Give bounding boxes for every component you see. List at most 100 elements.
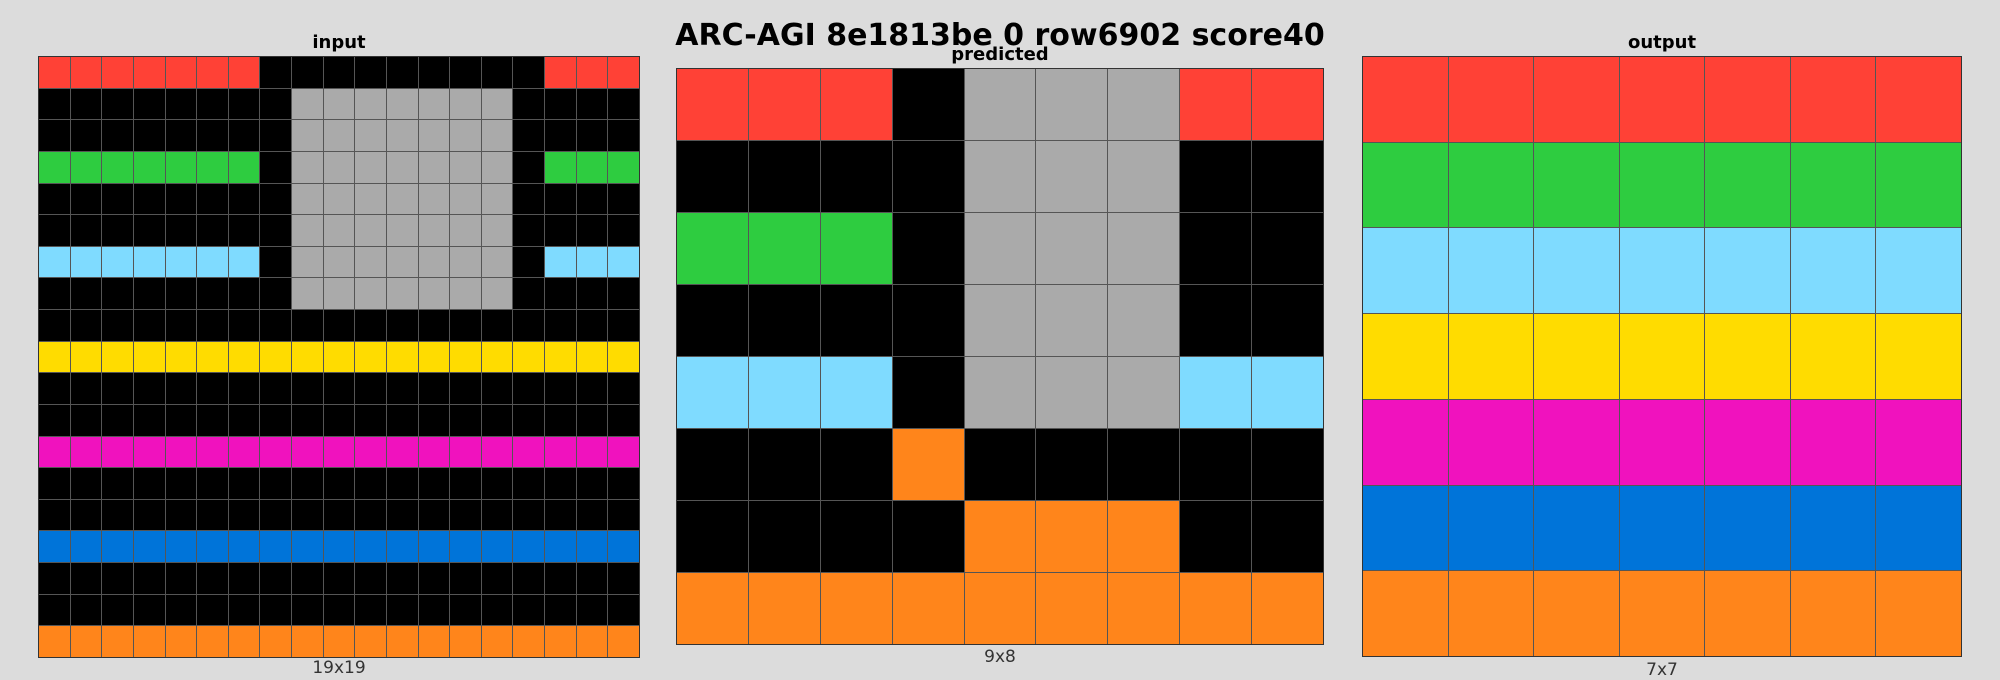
input-cell	[260, 563, 292, 594]
predicted-cell	[820, 141, 892, 212]
input-cell	[355, 404, 386, 436]
input-cell	[228, 468, 260, 499]
predicted-cell	[1036, 213, 1108, 284]
predicted-cell	[1036, 573, 1108, 644]
input-cell	[386, 594, 418, 626]
predicted-cell	[1252, 429, 1323, 500]
output-cell	[1876, 571, 1961, 656]
input-cell	[165, 373, 197, 404]
input-cell	[197, 468, 228, 499]
input-cell	[260, 151, 292, 183]
predicted-cell	[964, 141, 1036, 212]
input-cell	[228, 436, 260, 468]
input-cell	[481, 626, 513, 657]
input-cell	[70, 183, 102, 215]
input-cell	[608, 468, 639, 499]
input-cell	[102, 183, 133, 215]
input-cell	[608, 404, 639, 436]
input-cell	[576, 57, 608, 88]
input-cell	[39, 88, 70, 120]
input-cell	[102, 88, 133, 120]
input-cell	[292, 626, 323, 657]
input-cell	[102, 563, 133, 594]
input-cell	[39, 531, 70, 563]
input-cell	[355, 278, 386, 310]
input-cell	[386, 404, 418, 436]
input-cell	[39, 215, 70, 246]
predicted-cell	[964, 357, 1036, 428]
input-cell	[323, 88, 355, 120]
input-cell	[576, 120, 608, 151]
input-cell	[165, 563, 197, 594]
input-cell	[323, 278, 355, 310]
input-cell	[165, 151, 197, 183]
input-cell	[481, 215, 513, 246]
input-cell	[292, 404, 323, 436]
input-cell	[228, 531, 260, 563]
input-cell	[165, 341, 197, 373]
input-cell	[545, 436, 576, 468]
input-cell	[576, 278, 608, 310]
input-cell	[576, 531, 608, 563]
output-cell	[1619, 57, 1705, 142]
input-cell	[608, 246, 639, 278]
output-grid-size-caption: 7x7	[1646, 660, 1678, 680]
input-cell	[133, 151, 165, 183]
input-cell	[292, 278, 323, 310]
predicted-cell	[1252, 285, 1323, 356]
input-cell	[355, 626, 386, 657]
output-cell	[1790, 571, 1876, 656]
output-cell	[1448, 57, 1534, 142]
input-cell	[355, 246, 386, 278]
input-cell	[608, 183, 639, 215]
input-cell	[323, 151, 355, 183]
input-cell	[70, 120, 102, 151]
input-cell	[102, 373, 133, 404]
input-cell	[197, 151, 228, 183]
input-cell	[450, 531, 481, 563]
output-cell	[1363, 485, 1448, 571]
input-cell	[450, 246, 481, 278]
output-cell	[1534, 399, 1619, 485]
predicted-cell	[1180, 357, 1252, 428]
predicted-cell	[1036, 429, 1108, 500]
input-cell	[513, 151, 545, 183]
input-cell	[386, 499, 418, 531]
input-cell	[260, 120, 292, 151]
input-cell	[292, 499, 323, 531]
input-cell	[608, 626, 639, 657]
input-cell	[260, 626, 292, 657]
input-cell	[260, 310, 292, 341]
predicted-cell	[748, 141, 820, 212]
predicted-cell	[677, 285, 748, 356]
input-cell	[513, 246, 545, 278]
input-cell	[197, 373, 228, 404]
input-cell	[418, 341, 450, 373]
input-cell	[481, 120, 513, 151]
input-cell	[355, 563, 386, 594]
input-cell	[481, 531, 513, 563]
input-cell	[450, 341, 481, 373]
input-cell	[70, 404, 102, 436]
input-cell	[545, 215, 576, 246]
input-cell	[608, 373, 639, 404]
input-cell	[576, 215, 608, 246]
input-cell	[165, 215, 197, 246]
input-cell	[39, 594, 70, 626]
input-cell	[545, 120, 576, 151]
predicted-cell	[892, 69, 964, 140]
input-cell	[39, 246, 70, 278]
input-cell	[323, 215, 355, 246]
input-cell	[197, 120, 228, 151]
input-cell	[608, 57, 639, 88]
output-cell	[1448, 399, 1534, 485]
input-cell	[228, 373, 260, 404]
predicted-cell	[892, 141, 964, 212]
input-cell	[513, 88, 545, 120]
input-cell	[39, 310, 70, 341]
input-cell	[292, 57, 323, 88]
predicted-cell	[1036, 141, 1108, 212]
predicted-cell	[748, 429, 820, 500]
input-cell	[386, 341, 418, 373]
input-cell	[292, 594, 323, 626]
